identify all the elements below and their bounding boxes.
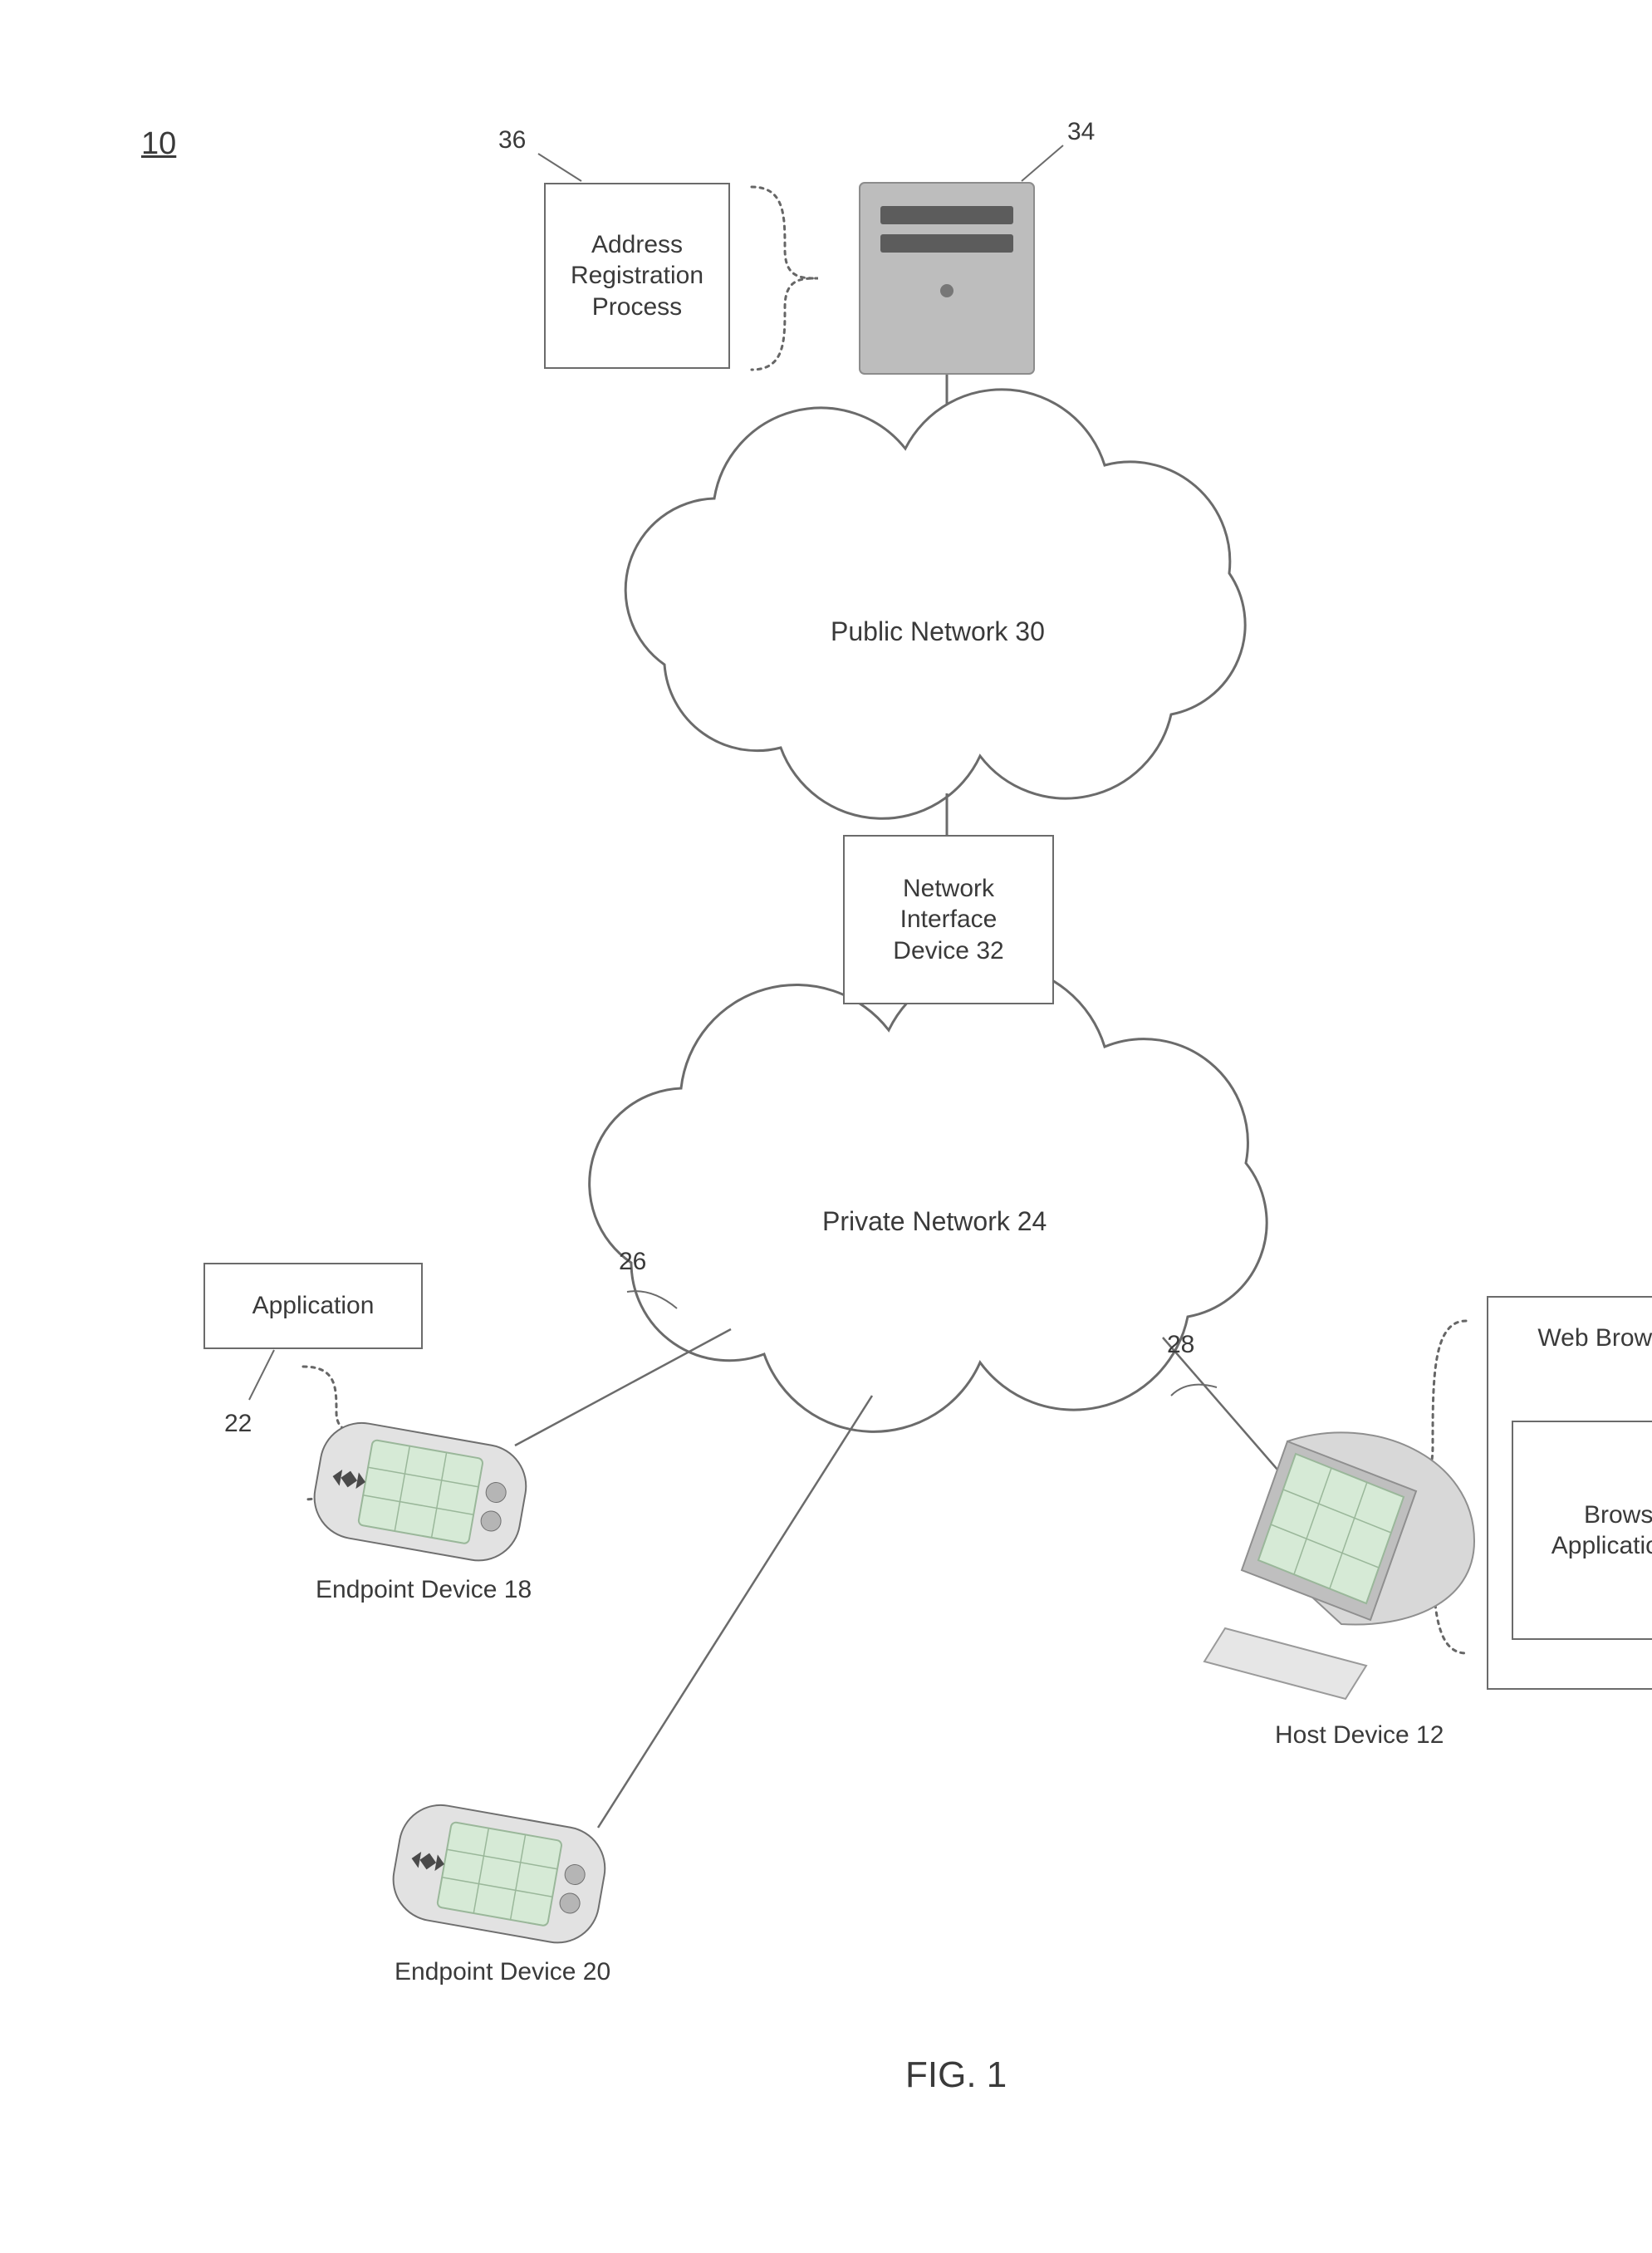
application-box: Application: [203, 1263, 423, 1349]
browser-application-box: BrowserApplication 14: [1512, 1421, 1652, 1640]
endpoint-20-label: Endpoint Device 20: [395, 1956, 610, 1988]
web-browser-label: Web Browser 16: [1537, 1323, 1652, 1354]
endpoint-18-label: Endpoint Device 18: [316, 1574, 532, 1606]
bracket-endpoint18: [303, 1367, 370, 1500]
figure-ref-number: 10: [141, 125, 176, 164]
edge-label-26: 26: [619, 1246, 646, 1278]
host-device-label: Host Device 12: [1275, 1720, 1444, 1751]
public-network-label: Public Network 30: [831, 615, 1045, 648]
endpoint-device-18-icon: [308, 1416, 533, 1567]
host-device-icon: [1204, 1432, 1474, 1699]
network-interface-device-box: NetworkInterfaceDevice 32: [843, 835, 1054, 1004]
leader-22: 22: [224, 1408, 252, 1440]
application-label: Application: [252, 1290, 375, 1322]
diagram-canvas: [0, 0, 1652, 2253]
endpoint-device-20-icon: [387, 1799, 612, 1949]
bracket-host12: [1400, 1321, 1466, 1653]
address-registration-label: AddressRegistrationProcess: [571, 229, 703, 323]
browser-application-label: BrowserApplication 14: [1552, 1500, 1652, 1562]
leader-36: 36: [498, 125, 526, 156]
private-network-label: Private Network 24: [822, 1205, 1047, 1238]
address-registration-box: AddressRegistrationProcess: [544, 183, 730, 369]
private-network-cloud: [590, 965, 1267, 1431]
nid-label: NetworkInterfaceDevice 32: [893, 873, 1003, 967]
edge-label-28: 28: [1167, 1329, 1194, 1361]
server-icon: [860, 183, 1034, 374]
leader-34: 34: [1067, 116, 1095, 148]
bracket-server: [752, 187, 818, 370]
public-network-cloud: [625, 390, 1245, 818]
figure-caption: FIG. 1: [905, 2052, 1007, 2098]
